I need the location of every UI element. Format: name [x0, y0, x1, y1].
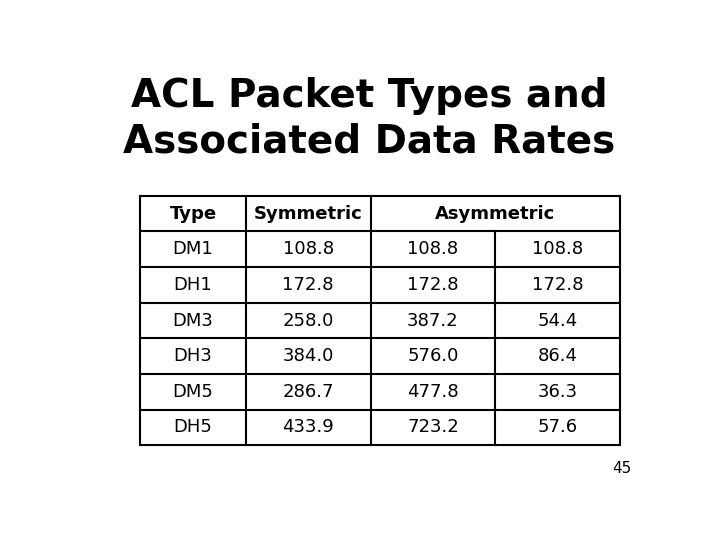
Text: 45: 45 — [612, 462, 631, 476]
Text: 172.8: 172.8 — [408, 276, 459, 294]
Text: Asymmetric: Asymmetric — [435, 205, 555, 222]
Text: 576.0: 576.0 — [408, 347, 459, 365]
Text: DM5: DM5 — [173, 383, 213, 401]
Text: ACL Packet Types and
Associated Data Rates: ACL Packet Types and Associated Data Rat… — [123, 77, 615, 161]
Text: 172.8: 172.8 — [532, 276, 583, 294]
Text: 433.9: 433.9 — [282, 418, 334, 436]
Text: 36.3: 36.3 — [538, 383, 577, 401]
Text: DM3: DM3 — [173, 312, 213, 329]
Text: 477.8: 477.8 — [407, 383, 459, 401]
Text: 54.4: 54.4 — [538, 312, 578, 329]
Text: 384.0: 384.0 — [282, 347, 334, 365]
Text: 86.4: 86.4 — [538, 347, 577, 365]
Text: DH1: DH1 — [174, 276, 212, 294]
Text: 108.8: 108.8 — [532, 240, 583, 258]
Text: 387.2: 387.2 — [407, 312, 459, 329]
Text: DH5: DH5 — [174, 418, 212, 436]
Text: DM1: DM1 — [173, 240, 213, 258]
Text: 172.8: 172.8 — [282, 276, 334, 294]
Text: 258.0: 258.0 — [282, 312, 334, 329]
Text: 286.7: 286.7 — [282, 383, 334, 401]
Text: 57.6: 57.6 — [538, 418, 577, 436]
Text: Symmetric: Symmetric — [254, 205, 363, 222]
Text: 723.2: 723.2 — [407, 418, 459, 436]
Text: 108.8: 108.8 — [408, 240, 459, 258]
Text: DH3: DH3 — [174, 347, 212, 365]
Text: Type: Type — [169, 205, 217, 222]
Text: 108.8: 108.8 — [283, 240, 334, 258]
